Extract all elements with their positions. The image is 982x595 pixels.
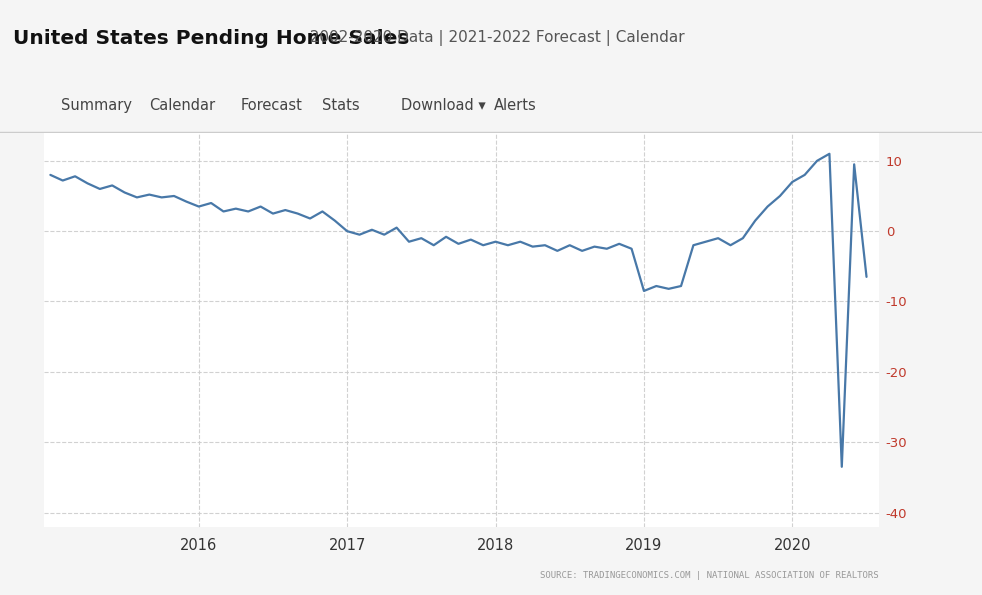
- Text: United States Pending Home Sales: United States Pending Home Sales: [13, 29, 409, 48]
- Text: Calendar: Calendar: [149, 98, 215, 113]
- Text: 2002-2020 Data | 2021-2022 Forecast | Calendar: 2002-2020 Data | 2021-2022 Forecast | Ca…: [300, 30, 685, 46]
- Text: Stats: Stats: [322, 98, 359, 113]
- Text: Download ▾: Download ▾: [401, 98, 485, 113]
- Text: Alerts: Alerts: [494, 98, 537, 113]
- Text: Forecast: Forecast: [241, 98, 302, 113]
- Text: SOURCE: TRADINGECONOMICS.COM | NATIONAL ASSOCIATION OF REALTORS: SOURCE: TRADINGECONOMICS.COM | NATIONAL …: [540, 571, 879, 580]
- Text: Summary: Summary: [61, 98, 132, 113]
